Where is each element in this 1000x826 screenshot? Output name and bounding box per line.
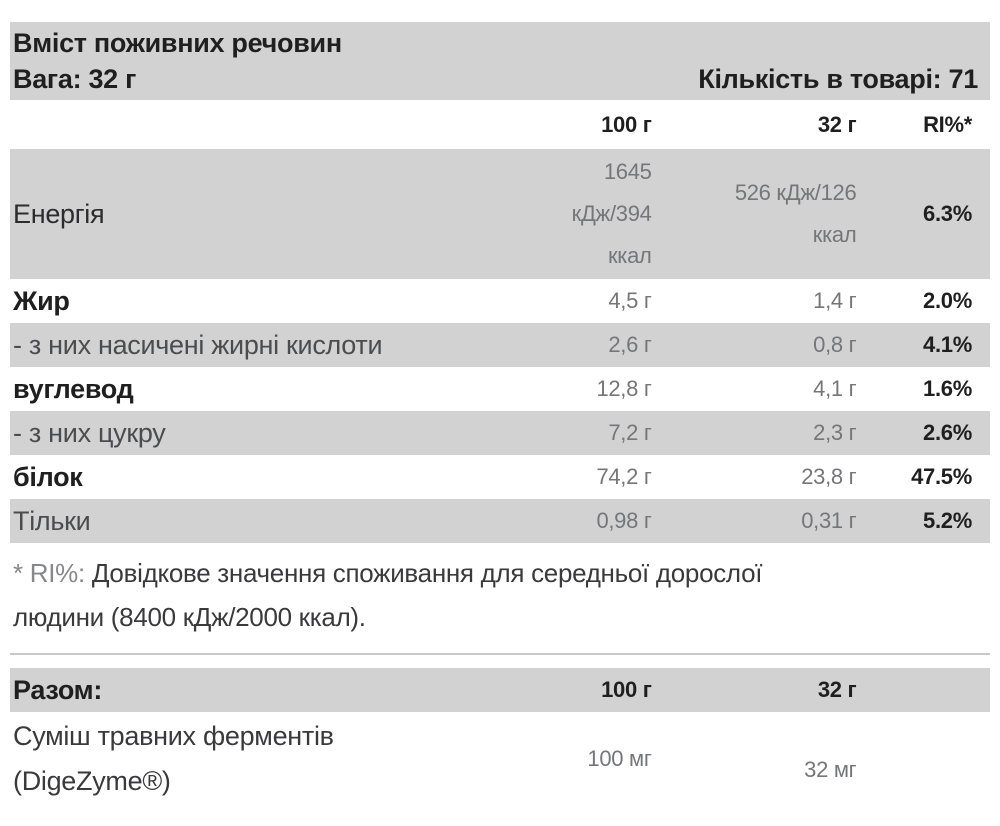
table-row-fat: Жир 4,5 г 1,4 г 2.0% [10, 279, 990, 323]
totals-header-row: Разом: 100 г 32 г [10, 668, 990, 712]
table-row-saturated-fat: - з них насичені жирні кислоти 2,6 г 0,8… [10, 323, 990, 367]
value-per-100g: 7,2 г [608, 420, 652, 445]
table-row-energy: Енергія 1645 кДж/394 ккал 526 кДж/126 кк… [10, 149, 990, 279]
value-per-32g: 32 мг [804, 756, 857, 782]
ri-value: 4.1% [923, 332, 972, 357]
servings-count-label: Кількість в товарі: 71 [698, 64, 978, 94]
value-per-32g: 23,8 г [801, 464, 857, 489]
section-divider [10, 653, 990, 655]
value-per-32g: 0,8 г [813, 332, 857, 357]
ri-value: 47.5% [911, 464, 972, 489]
value-per-100g: 74,2 г [596, 464, 652, 489]
value-per-100g: 2,6 г [608, 332, 652, 357]
nutrition-table: 100 г 32 г RI%* Енергія 1645 кДж/394 кка… [10, 100, 990, 543]
value-per-32g: 2,3 г [813, 420, 857, 445]
value-per-32g: 526 кДж/126 ккал [734, 180, 857, 247]
row-label: - з них цукру [13, 417, 166, 448]
ri-value: 2.6% [923, 420, 972, 445]
table-row-salt: Тільки 0,98 г 0,31 г 5.2% [10, 499, 990, 543]
row-label: вуглевод [13, 373, 134, 404]
ri-footnote-text: Довідкове значення споживання для середн… [13, 558, 763, 632]
nutrition-title: Вміст поживних речовин [13, 28, 342, 58]
value-per-32g: 0,31 г [801, 508, 857, 533]
row-label: Жир [13, 285, 70, 316]
ri-value: 6.3% [923, 201, 972, 226]
empty-cell [872, 712, 990, 805]
ri-footnote-prefix: * RI%: [13, 558, 85, 588]
table-row-sugars: - з них цукру 7,2 г 2,3 г 2.6% [10, 411, 990, 455]
ri-value: 2.0% [923, 288, 972, 313]
serving-weight-label: Вага: 32 г [13, 64, 137, 94]
totals-label: Разом: [13, 674, 103, 705]
value-per-100g: 4,5 г [608, 288, 652, 313]
table-row-carbohydrate: вуглевод 12,8 г 4,1 г 1.6% [10, 367, 990, 411]
value-per-100g: 100 мг [587, 746, 652, 771]
row-label: Тільки [13, 505, 91, 536]
row-label: - з них насичені жирні кислоти [13, 329, 383, 360]
column-header-empty [10, 100, 451, 149]
totals-column-per-100g: 100 г [601, 677, 652, 702]
column-header-ri: RI%* [923, 111, 972, 137]
totals-table: Разом: 100 г 32 г Суміш травних ферменті… [10, 668, 990, 805]
value-per-32g: 1,4 г [813, 288, 857, 313]
nutrition-header-line2: Вага: 32 г Кількість в товарі: 71 [13, 61, 978, 97]
column-header-row: 100 г 32 г RI%* [10, 100, 990, 149]
totals-column-empty [872, 668, 990, 712]
totals-column-per-32g: 32 г [817, 677, 857, 702]
nutrition-table-header: 100 г 32 г RI%* [10, 100, 990, 149]
row-label: білок [13, 461, 83, 492]
value-per-100g: 12,8 г [596, 376, 652, 401]
value-per-100g: 1645 кДж/394 ккал [571, 159, 652, 268]
ri-value: 5.2% [923, 508, 972, 533]
nutrition-header: Вміст поживних речовин Вага: 32 г Кількі… [10, 22, 990, 100]
column-header-per-100g: 100 г [601, 111, 652, 137]
row-label: Енергія [13, 198, 105, 229]
ri-value: 1.6% [923, 376, 972, 401]
value-per-32g: 4,1 г [813, 376, 857, 401]
table-row-enzyme-blend: Суміш травних ферментів (DigeZyme®) 100 … [10, 712, 990, 805]
value-per-100g: 0,98 г [596, 508, 652, 533]
ri-footnote: * RI%: Довідкове значення споживання для… [10, 551, 990, 639]
row-label: Суміш травних ферментів (DigeZyme®) [13, 721, 334, 796]
table-row-protein: білок 74,2 г 23,8 г 47.5% [10, 455, 990, 499]
column-header-per-32g: 32 г [817, 111, 857, 137]
